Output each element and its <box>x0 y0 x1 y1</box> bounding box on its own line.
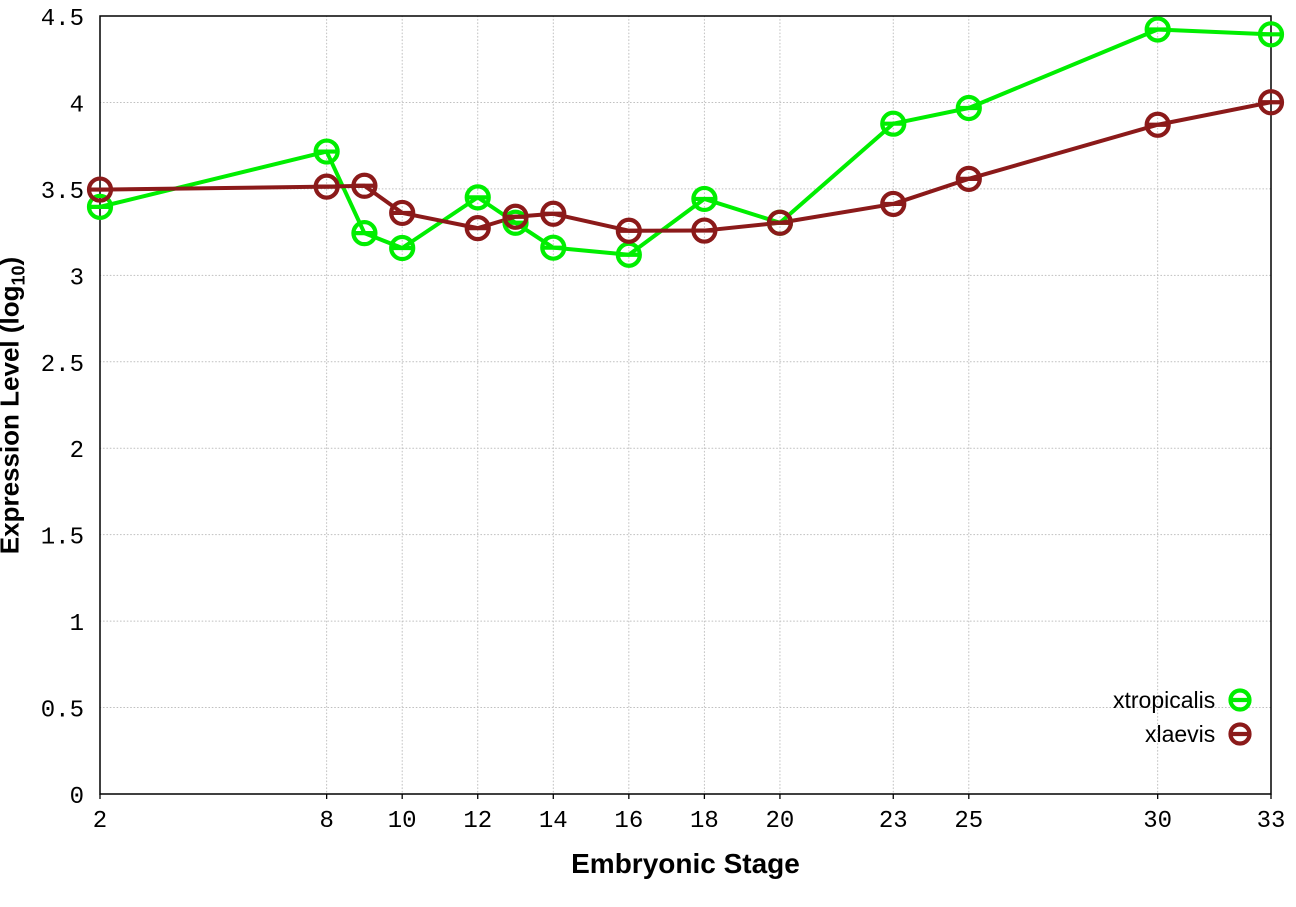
svg-text:8: 8 <box>319 808 333 835</box>
svg-text:18: 18 <box>690 808 719 835</box>
svg-text:20: 20 <box>766 808 795 835</box>
svg-text:4: 4 <box>70 92 84 119</box>
svg-text:3.5: 3.5 <box>41 179 84 206</box>
svg-text:3: 3 <box>70 265 84 292</box>
svg-text:10: 10 <box>388 808 417 835</box>
svg-text:23: 23 <box>879 808 908 835</box>
svg-text:1: 1 <box>70 611 84 638</box>
svg-text:2: 2 <box>93 808 107 835</box>
svg-text:2: 2 <box>70 438 84 465</box>
svg-text:16: 16 <box>614 808 643 835</box>
svg-text:2.5: 2.5 <box>41 352 84 379</box>
svg-text:25: 25 <box>954 808 983 835</box>
svg-text:33: 33 <box>1257 808 1286 835</box>
svg-text:14: 14 <box>539 808 568 835</box>
svg-text:0.5: 0.5 <box>41 698 84 725</box>
svg-text:0: 0 <box>70 784 84 811</box>
svg-text:12: 12 <box>463 808 492 835</box>
svg-text:30: 30 <box>1143 808 1172 835</box>
svg-text:1.5: 1.5 <box>41 525 84 552</box>
svg-text:4.5: 4.5 <box>41 6 84 33</box>
